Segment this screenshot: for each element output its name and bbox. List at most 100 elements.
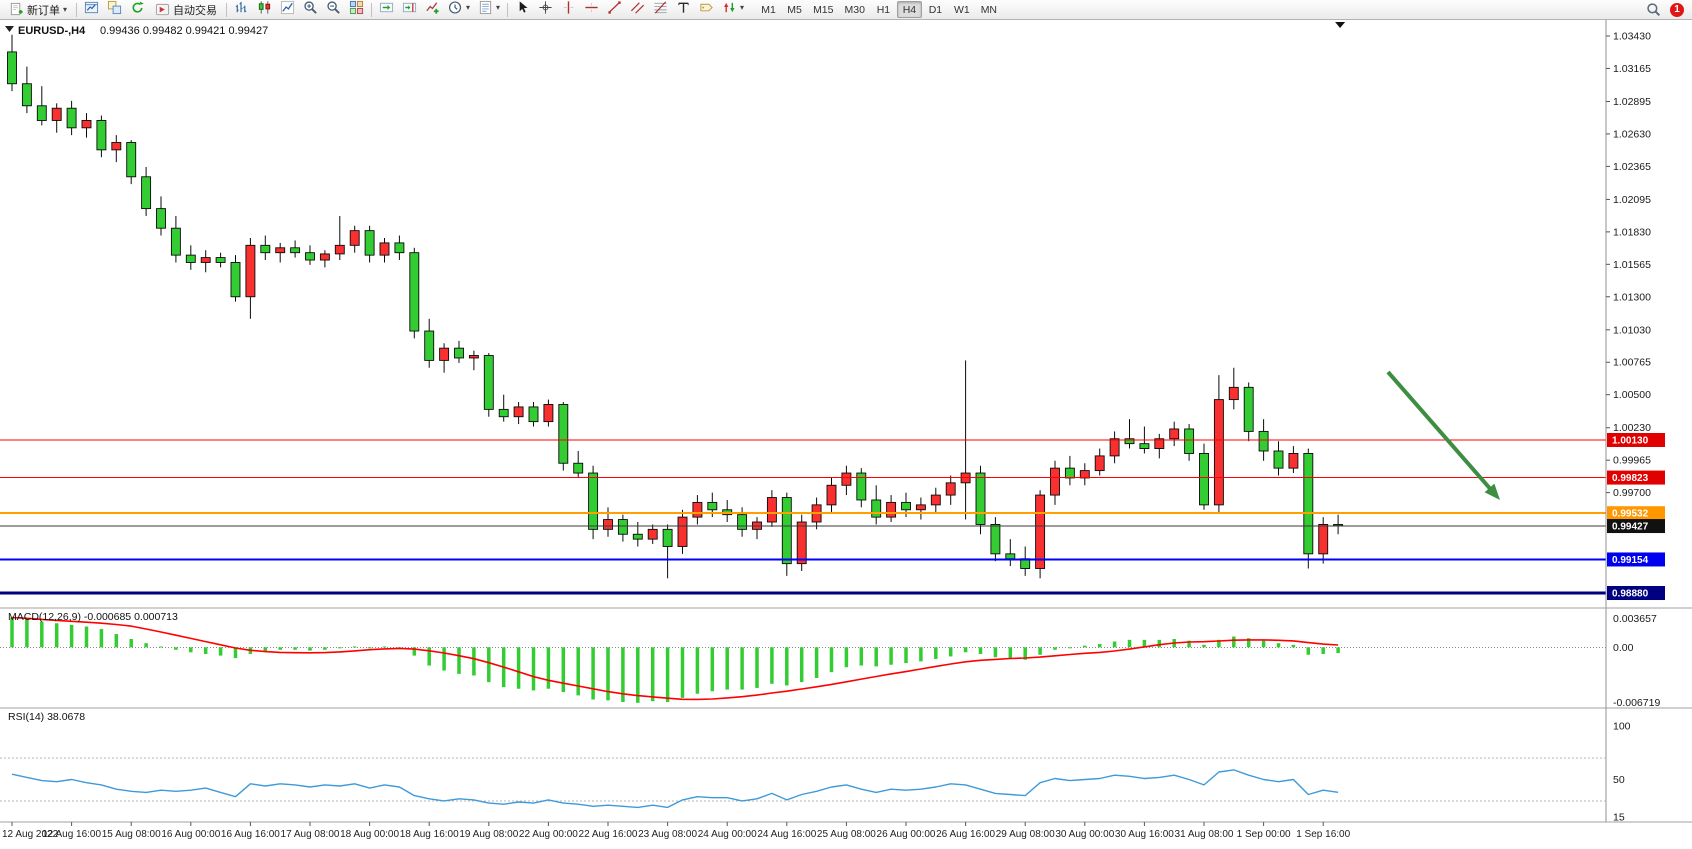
- timeframe-h1-button[interactable]: H1: [871, 1, 896, 18]
- candle: [141, 166, 152, 216]
- candle: [379, 237, 390, 263]
- window-icons-group: [80, 0, 149, 20]
- tile-windows-button[interactable]: [345, 0, 368, 17]
- timeframe-mn-button[interactable]: MN: [976, 1, 1002, 18]
- profiles-icon: [107, 0, 122, 15]
- zoom-in-button[interactable]: [299, 0, 322, 17]
- cursor-button[interactable]: [511, 0, 534, 17]
- svg-text:1.02095: 1.02095: [1613, 194, 1651, 206]
- macd-scale[interactable]: 0.003657 0.00 -0.006719: [1613, 613, 1660, 709]
- trendline-button[interactable]: [603, 0, 626, 17]
- candle: [737, 507, 748, 537]
- refresh-button[interactable]: [126, 0, 149, 17]
- svg-text:1.02895: 1.02895: [1613, 96, 1651, 108]
- chart-shift-icon: [402, 0, 417, 15]
- macd-signal-line: [11, 616, 1339, 701]
- candle: [215, 252, 226, 268]
- svg-text:24 Aug 00:00: 24 Aug 00:00: [698, 829, 757, 840]
- indicators-button[interactable]: [421, 0, 444, 17]
- candle: [588, 465, 599, 540]
- zoom-out-button[interactable]: [322, 0, 345, 17]
- price-tag: 0.98880: [1607, 586, 1665, 601]
- bar-chart-icon: [234, 0, 249, 15]
- periods-button[interactable]: ▾: [444, 0, 474, 17]
- fibonacci-button[interactable]: [649, 0, 672, 17]
- price-scale[interactable]: 1.03430 1.03165 1.02895 1.02630 1.02365 1.020…: [1605, 20, 1665, 822]
- tile-windows-icon: [349, 0, 364, 15]
- chart-canvas[interactable]: EURUSD-,H4 0.99436 0.99482 0.99421 0.9942…: [0, 20, 1692, 844]
- search-button[interactable]: [1642, 1, 1665, 19]
- periods-icon: [448, 0, 463, 15]
- chart-shift-marker[interactable]: [1335, 22, 1346, 28]
- toolbar-separator: [226, 2, 228, 17]
- notification-badge[interactable]: 1: [1670, 2, 1684, 17]
- arrows-icon: [722, 0, 737, 15]
- candle: [305, 245, 315, 265]
- timeframe-m1-button[interactable]: M1: [756, 1, 781, 18]
- auto-scroll-button[interactable]: [375, 0, 398, 17]
- svg-text:50: 50: [1613, 774, 1625, 786]
- svg-text:0.99823: 0.99823: [1612, 473, 1649, 484]
- text-button[interactable]: [672, 0, 695, 17]
- candle: [1184, 424, 1195, 461]
- svg-text:0.99532: 0.99532: [1612, 509, 1649, 520]
- candle-chart-button[interactable]: [253, 0, 276, 17]
- svg-text:18 Aug 00:00: 18 Aug 00:00: [340, 829, 399, 840]
- candlestick-series: [7, 34, 1344, 579]
- autotrading-button[interactable]: 自动交易: [149, 1, 223, 19]
- arrows-button[interactable]: ▾: [718, 0, 748, 17]
- timeframe-m15-button[interactable]: M15: [808, 1, 838, 18]
- timeframe-w1-button[interactable]: W1: [949, 1, 975, 18]
- svg-text:30 Aug 16:00: 30 Aug 16:00: [1115, 829, 1174, 840]
- candle: [930, 487, 941, 513]
- candle: [1050, 460, 1060, 505]
- svg-text:1.00230: 1.00230: [1613, 422, 1651, 434]
- timeframe-m5-button[interactable]: M5: [782, 1, 807, 18]
- candle: [1243, 382, 1254, 442]
- svg-text:17 Aug 08:00: 17 Aug 08:00: [281, 829, 340, 840]
- candle: [886, 495, 897, 523]
- timeframe-m30-button[interactable]: M30: [840, 1, 870, 18]
- svg-text:15 Aug 08:00: 15 Aug 08:00: [102, 829, 161, 840]
- bar-chart-button[interactable]: [230, 0, 253, 17]
- auto-scroll-icon: [379, 0, 394, 15]
- charts-button[interactable]: [80, 0, 103, 17]
- candle: [245, 237, 256, 319]
- macd-histogram: [10, 617, 1340, 703]
- candle: [364, 225, 375, 263]
- crosshair-icon: [538, 0, 553, 15]
- hline-button[interactable]: [580, 0, 603, 17]
- svg-text:1.03165: 1.03165: [1613, 63, 1651, 75]
- rsi-scale[interactable]: 100 50 15: [1613, 721, 1631, 824]
- zoom-out-icon: [326, 0, 341, 15]
- channel-icon: [630, 0, 645, 15]
- vline-button[interactable]: [557, 0, 580, 17]
- svg-text:1.03430: 1.03430: [1613, 31, 1651, 43]
- svg-text:22 Aug 16:00: 22 Aug 16:00: [579, 829, 638, 840]
- label-button[interactable]: [695, 0, 718, 17]
- chart-window: EURUSD-,H4 0.99436 0.99482 0.99421 0.9942…: [0, 20, 1692, 844]
- svg-text:1 Sep 16:00: 1 Sep 16:00: [1296, 829, 1350, 840]
- new-order-button[interactable]: 新订单 ▾: [3, 1, 73, 19]
- chart-shift-button[interactable]: [398, 0, 421, 17]
- svg-text:1.00130: 1.00130: [1612, 435, 1649, 446]
- timeframe-d1-button[interactable]: D1: [923, 1, 948, 18]
- candle: [424, 318, 435, 368]
- trend-arrow-annotation[interactable]: [1386, 370, 1500, 500]
- crosshair-button[interactable]: [534, 0, 557, 17]
- svg-text:16 Aug 00:00: 16 Aug 00:00: [161, 829, 220, 840]
- svg-text:12 Aug 2022: 12 Aug 2022: [2, 829, 59, 840]
- candle: [1154, 433, 1165, 459]
- new-order-label: 新订单: [27, 4, 60, 17]
- svg-text:24 Aug 16:00: 24 Aug 16:00: [757, 829, 816, 840]
- channel-button[interactable]: [626, 0, 649, 17]
- profiles-button[interactable]: [103, 0, 126, 17]
- timeframe-h4-button[interactable]: H4: [896, 1, 922, 18]
- candle: [468, 350, 479, 371]
- line-chart-button[interactable]: [276, 0, 299, 17]
- templates-button[interactable]: ▾: [474, 0, 504, 17]
- candle-chart-icon: [257, 0, 272, 15]
- chart-dropdown-icon[interactable]: [5, 26, 14, 32]
- candle: [498, 394, 509, 422]
